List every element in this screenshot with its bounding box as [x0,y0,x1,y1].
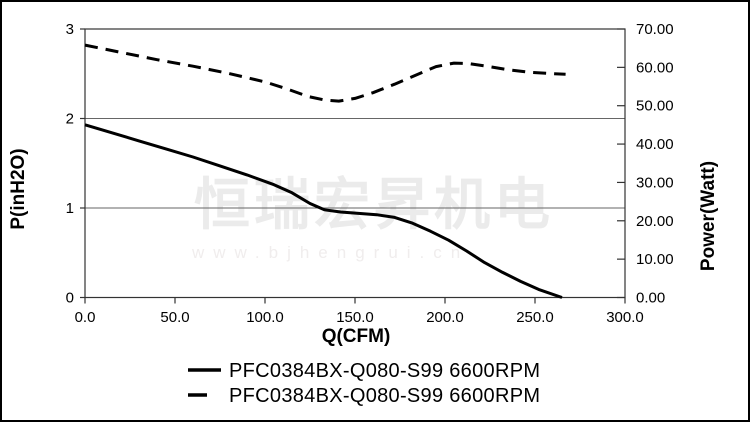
right-tick-labels: 0.00 10.00 20.00 30.00 40.00 50.00 60.00 70.00 [636,21,674,307]
data-curves [84,43,566,299]
right-tick-label: 0.00 [636,290,665,307]
x-tick-label: 200.0 [426,309,464,326]
legend-label: PFC0384BX-Q080-S99 6600RPM [229,360,540,382]
pressure-curve [84,123,563,299]
right-tick-label: 10.00 [636,251,674,268]
right-tick-label: 50.00 [636,98,674,115]
plot-frame [84,28,626,299]
right-tick-label: 60.00 [636,59,674,76]
left-tick-label: 2 [66,111,74,128]
left-axis-title: P(inH2O) [8,148,29,229]
left-tick-label: 3 [66,21,74,38]
right-tick-label: 30.00 [636,174,674,191]
x-tick-label: 0.0 [75,309,96,326]
power-curve [84,43,566,103]
gridlines [85,118,625,209]
legend: PFC0384BX-Q080-S99 6600RPM PFC0384BX-Q080… [188,360,540,407]
x-axis-title: Q(CFM) [322,326,391,347]
x-tick-label: 250.0 [516,309,554,326]
x-tick-label: 100.0 [246,309,284,326]
x-tick-labels: 0.0 50.0 100.0 150.0 200.0 250.0 300.0 [75,309,644,326]
legend-label: PFC0384BX-Q080-S99 6600RPM [229,385,540,407]
left-tick-label: 0 [66,290,74,307]
left-tick-label: 1 [66,200,74,217]
x-tick-label: 50.0 [160,309,189,326]
right-tick-label: 40.00 [636,136,674,153]
axis-ticks [80,28,626,304]
watermark-url-text: www.bjhengrui.cn [192,243,470,262]
x-tick-label: 300.0 [606,309,644,326]
watermark-company-text: 恒瑞宏昇机电 [194,173,554,236]
left-tick-labels: 0 1 2 3 [66,21,74,307]
right-tick-label: 70.00 [636,21,674,38]
x-tick-label: 150.0 [336,309,374,326]
right-axis-title: Power(Watt) [698,161,719,271]
right-tick-label: 20.00 [636,213,674,230]
